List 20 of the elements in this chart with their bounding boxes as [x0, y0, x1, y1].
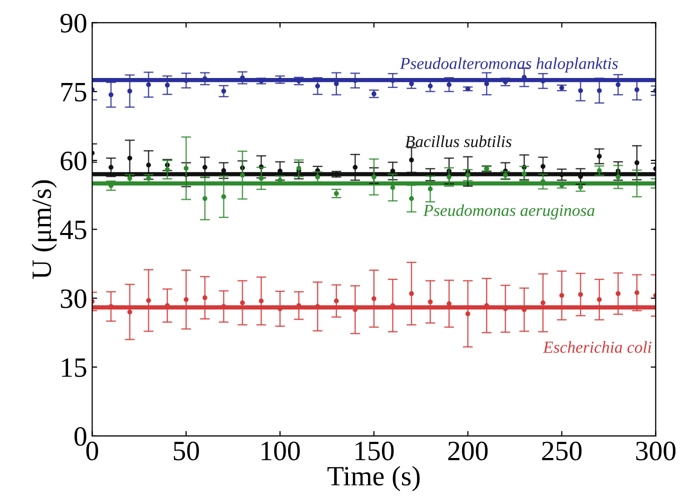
y-tick-label: 90: [60, 14, 86, 33]
y-tick-label: 30: [60, 289, 86, 308]
series-label: Pseudoalteromonas haloplanktis: [400, 57, 618, 72]
y-tick-label: 60: [60, 152, 86, 170]
y-axis-title: U (μm/s): [32, 180, 57, 280]
series-label: Pseudomonas aeruginosa: [423, 204, 594, 220]
y-tick-label: 0: [74, 427, 86, 446]
x-tick-label: 200: [448, 442, 488, 460]
x-tick-label: 50: [174, 442, 199, 460]
x-tick-label: 250: [542, 442, 582, 460]
text: Escherichia coli: [542, 341, 652, 353]
x-tick-label: 100: [262, 442, 300, 460]
y-tick-label: 45: [60, 220, 86, 240]
y-tick-label: 75: [61, 83, 86, 102]
x-axis-title: Time (s): [327, 466, 420, 492]
x-tick-label: 150: [356, 442, 394, 460]
y-tick-label: 15: [62, 358, 86, 377]
x-tick-label: 300: [636, 442, 676, 460]
series-label: Bacillus subtilis: [405, 135, 512, 148]
x-tick-label: 0: [86, 442, 98, 460]
